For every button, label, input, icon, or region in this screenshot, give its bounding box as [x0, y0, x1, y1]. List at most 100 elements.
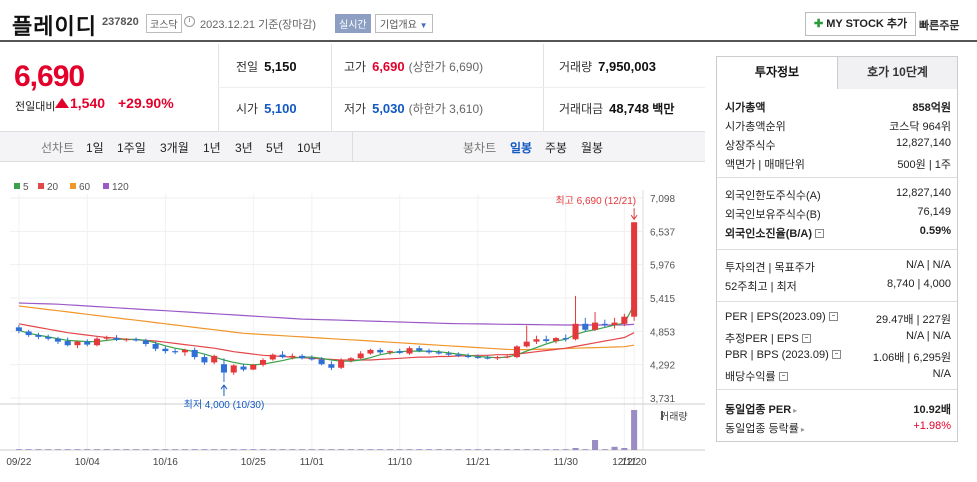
candle-body: [445, 353, 452, 355]
candle-body: [240, 366, 247, 370]
info-row: 액면가 | 매매단위 500원 | 1주: [725, 156, 951, 174]
tab-monthly[interactable]: 월봉: [581, 141, 604, 155]
tab-investment-info[interactable]: 투자정보: [717, 57, 837, 89]
volume-bar: [377, 449, 384, 450]
volume-bar: [299, 449, 306, 450]
help-icon[interactable]: [831, 350, 841, 359]
ma120-line: [18, 302, 635, 326]
low-annotation: 최저 4,000 (10/30): [184, 399, 265, 411]
panel-divider: [717, 389, 957, 390]
tab-3m[interactable]: 3개월: [160, 141, 189, 155]
tab-3y[interactable]: 3년: [235, 141, 253, 155]
volume-bar: [133, 449, 140, 450]
x-tick-label: 10/16: [153, 457, 178, 468]
tab-1w[interactable]: 1주일: [117, 141, 146, 155]
quick-order-link[interactable]: 빠른주문: [919, 20, 960, 32]
volume-bar: [572, 448, 579, 450]
chevron-right-icon: ▸: [793, 406, 798, 415]
volume-bar: [201, 449, 208, 450]
candle-body: [533, 339, 540, 342]
volume-bar: [474, 449, 481, 450]
tab-orderbook[interactable]: 호가 10단계: [837, 57, 957, 89]
info-label: 동일업종 등락률 ▸: [725, 423, 805, 435]
legend-ma60: 60: [70, 182, 90, 193]
volume-bar: [103, 449, 110, 450]
candle-body: [142, 340, 149, 345]
candle-body: [416, 348, 423, 351]
volume-bar: [406, 449, 413, 450]
info-label: 외국인소진율(B/A): [725, 225, 824, 241]
info-label: 액면가 | 매매단위: [725, 159, 805, 171]
info-value: 8,740 | 4,000: [886, 278, 951, 290]
trade-amount: 거래대금 48,748 백만: [559, 101, 675, 116]
help-icon[interactable]: [801, 334, 811, 343]
legend-swatch: [14, 183, 20, 189]
volume-bar: [513, 449, 520, 450]
tab-1d[interactable]: 1일: [86, 141, 104, 155]
volume-bar: [279, 449, 286, 450]
tab-1y[interactable]: 1년: [203, 141, 221, 155]
divider: [352, 132, 353, 162]
volume: 거래량 7,950,003: [559, 59, 656, 74]
mystock-add-button[interactable]: ✚ MY STOCK 추가: [805, 12, 917, 36]
help-icon[interactable]: [778, 372, 788, 381]
candle-body: [406, 348, 413, 354]
candle-body: [123, 339, 130, 341]
tab-weekly[interactable]: 주봉: [545, 141, 568, 155]
info-label: 배당수익률: [725, 368, 788, 384]
info-label: 투자의견 | 목표주가: [725, 262, 815, 274]
tab-daily[interactable]: 일봉: [510, 141, 533, 155]
candle-body: [347, 358, 354, 361]
info-value: N/A: [932, 368, 951, 380]
stock-code: 237820: [102, 16, 139, 28]
high-annotation: 최고 6,690 (12/21): [555, 195, 636, 207]
help-icon[interactable]: [815, 229, 824, 238]
change-label: 전일대비: [15, 101, 56, 113]
y-tick-label: 4,853: [650, 327, 675, 338]
candle-body: [474, 357, 481, 359]
volume-bar: [347, 449, 354, 450]
company-overview-dropdown[interactable]: 기업개요 ▼: [375, 14, 433, 33]
candle-body: [318, 359, 325, 365]
company-overview-label: 기업개요: [380, 20, 417, 31]
high-arrow-head: [630, 214, 638, 221]
volume-bar: [308, 449, 315, 450]
volume-bar: [15, 449, 22, 450]
candle-chart-svg[interactable]: 7,098 6,537 5,976 5,415 4,853 4,292 3,731 09/22…: [0, 162, 705, 482]
volume-bar: [455, 449, 462, 450]
candle-body: [299, 355, 306, 359]
info-row: 외국인보유주식수(B) 76,149: [725, 206, 951, 224]
info-label: 추정PER | EPS: [725, 330, 811, 346]
info-row: 추정PER | EPS N/A | N/A: [725, 330, 951, 348]
candle-body: [582, 323, 589, 330]
volume-bar: [191, 449, 198, 450]
volume-bar: [259, 449, 267, 450]
info-row: 시가총액순위 코스닥 964위: [725, 118, 951, 136]
candle-body: [45, 336, 52, 339]
volume-bar: [93, 449, 101, 450]
info-row: 외국인한도주식수(A) 12,827,140: [725, 187, 951, 205]
info-row: 상장주식수 12,827,140: [725, 137, 951, 155]
volume-bar: [64, 449, 71, 450]
volume-bar: [631, 410, 638, 450]
info-label: 상장주식수: [725, 140, 776, 152]
volume-bar: [240, 449, 247, 450]
low-arrow-head: [220, 384, 228, 390]
info-value: N/A | N/A: [905, 330, 951, 342]
volume-bar: [445, 449, 452, 450]
volume-label: 거래량: [660, 411, 688, 423]
volume-bar: [465, 449, 472, 450]
period-tabs: 선차트 1일 1주일 3개월 1년 3년 5년 10년 봉차트 일봉 주봉 월봉: [0, 132, 705, 162]
realtime-button[interactable]: 실시간: [335, 14, 371, 33]
tab-10y[interactable]: 10년: [297, 141, 322, 155]
candle-body: [435, 352, 442, 354]
volume-bar: [533, 449, 540, 450]
ma20-line: [18, 323, 635, 361]
volume-bar: [289, 449, 296, 450]
candle-body: [572, 323, 579, 340]
info-row: PBR | BPS (2023.09) 1.06배 | 6,295원: [725, 349, 951, 367]
volume-bar: [318, 449, 325, 450]
candle-body: [220, 364, 227, 373]
help-icon[interactable]: [828, 312, 838, 321]
tab-5y[interactable]: 5년: [266, 141, 284, 155]
